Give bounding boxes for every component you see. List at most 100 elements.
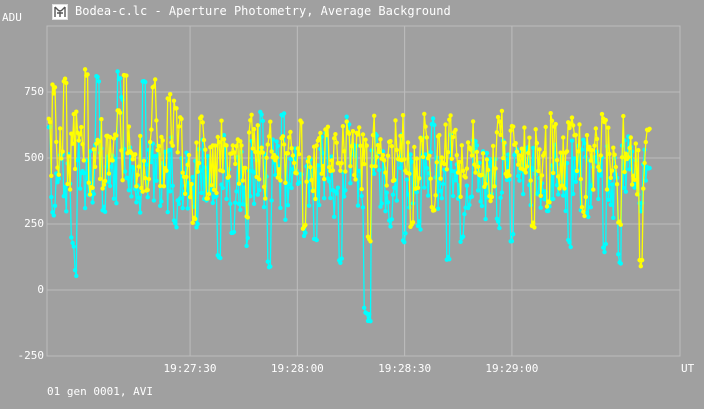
data-point <box>283 180 288 185</box>
data-point <box>445 150 451 155</box>
data-point <box>415 185 421 190</box>
data-point <box>425 193 431 198</box>
data-point <box>614 182 620 187</box>
data-point <box>516 162 521 167</box>
data-point <box>233 161 238 167</box>
data-point <box>437 132 442 138</box>
data-point <box>556 192 561 197</box>
data-point <box>551 196 556 202</box>
data-point <box>455 170 461 175</box>
data-point <box>599 111 605 117</box>
data-point <box>126 124 132 129</box>
data-point <box>579 147 585 152</box>
data-point <box>524 164 530 169</box>
data-point <box>294 171 299 176</box>
data-point <box>342 149 347 154</box>
data-point <box>422 185 427 190</box>
data-point <box>216 140 222 145</box>
data-point <box>378 137 383 142</box>
data-point <box>388 224 393 229</box>
data-point <box>60 149 65 154</box>
data-point <box>573 132 578 138</box>
data-point <box>126 188 132 193</box>
data-point <box>447 257 452 262</box>
data-point <box>259 112 264 117</box>
data-point <box>288 129 293 135</box>
data-point <box>156 143 162 149</box>
data-point <box>349 144 354 149</box>
data-point <box>412 144 417 150</box>
data-point <box>59 156 64 161</box>
data-point <box>248 118 253 123</box>
data-point <box>55 180 60 185</box>
data-point <box>611 145 616 150</box>
data-point <box>581 137 586 142</box>
data-point <box>343 188 348 193</box>
data-point <box>280 134 286 139</box>
data-point <box>369 164 374 169</box>
data-point <box>296 152 302 157</box>
data-point <box>314 237 319 243</box>
data-point <box>332 214 337 219</box>
data-point <box>389 217 394 222</box>
data-point <box>521 167 526 172</box>
data-point <box>549 118 555 124</box>
data-point <box>554 182 560 188</box>
data-point <box>218 255 223 261</box>
data-point <box>114 201 119 206</box>
data-point <box>243 165 248 171</box>
data-point <box>475 188 481 193</box>
data-point <box>281 111 287 116</box>
data-point <box>266 134 272 139</box>
data-point <box>428 176 433 181</box>
data-point <box>290 166 296 172</box>
data-point <box>453 178 458 183</box>
data-point <box>581 209 586 214</box>
data-point <box>643 178 648 183</box>
data-point <box>483 181 488 187</box>
data-point <box>483 216 488 222</box>
data-point <box>499 108 505 114</box>
data-point <box>347 131 352 136</box>
data-point <box>464 166 470 171</box>
footer-date-label: 01 gen 0001, AVI <box>47 385 153 398</box>
data-point <box>424 135 429 140</box>
data-point <box>51 91 56 96</box>
data-point <box>195 221 200 227</box>
data-point <box>558 150 563 155</box>
data-point <box>79 124 84 130</box>
data-point <box>236 181 242 186</box>
data-point <box>618 222 623 227</box>
data-point <box>506 169 511 174</box>
data-point <box>603 117 608 123</box>
data-point <box>495 114 501 120</box>
data-point <box>290 153 296 158</box>
data-point <box>598 173 603 178</box>
data-point <box>96 79 102 84</box>
data-point <box>160 138 165 143</box>
data-point <box>120 178 125 183</box>
data-point <box>403 231 408 236</box>
data-point <box>283 217 288 222</box>
data-point <box>289 146 294 151</box>
data-point <box>632 185 637 190</box>
data-point <box>532 167 537 173</box>
data-point <box>453 127 458 133</box>
data-point <box>168 189 173 194</box>
data-point <box>593 126 598 131</box>
data-point <box>138 210 143 215</box>
data-point <box>488 198 493 204</box>
data-point <box>606 125 611 130</box>
data-point <box>574 168 580 174</box>
data-point <box>380 152 386 158</box>
data-point <box>240 178 245 183</box>
data-point <box>92 164 98 169</box>
data-point <box>221 133 227 138</box>
y-tick-label: 250 <box>24 217 44 230</box>
data-point <box>81 171 87 176</box>
data-point <box>612 152 617 157</box>
data-point <box>210 200 215 206</box>
data-point <box>154 118 159 123</box>
data-point <box>611 215 616 220</box>
data-point <box>263 196 268 201</box>
